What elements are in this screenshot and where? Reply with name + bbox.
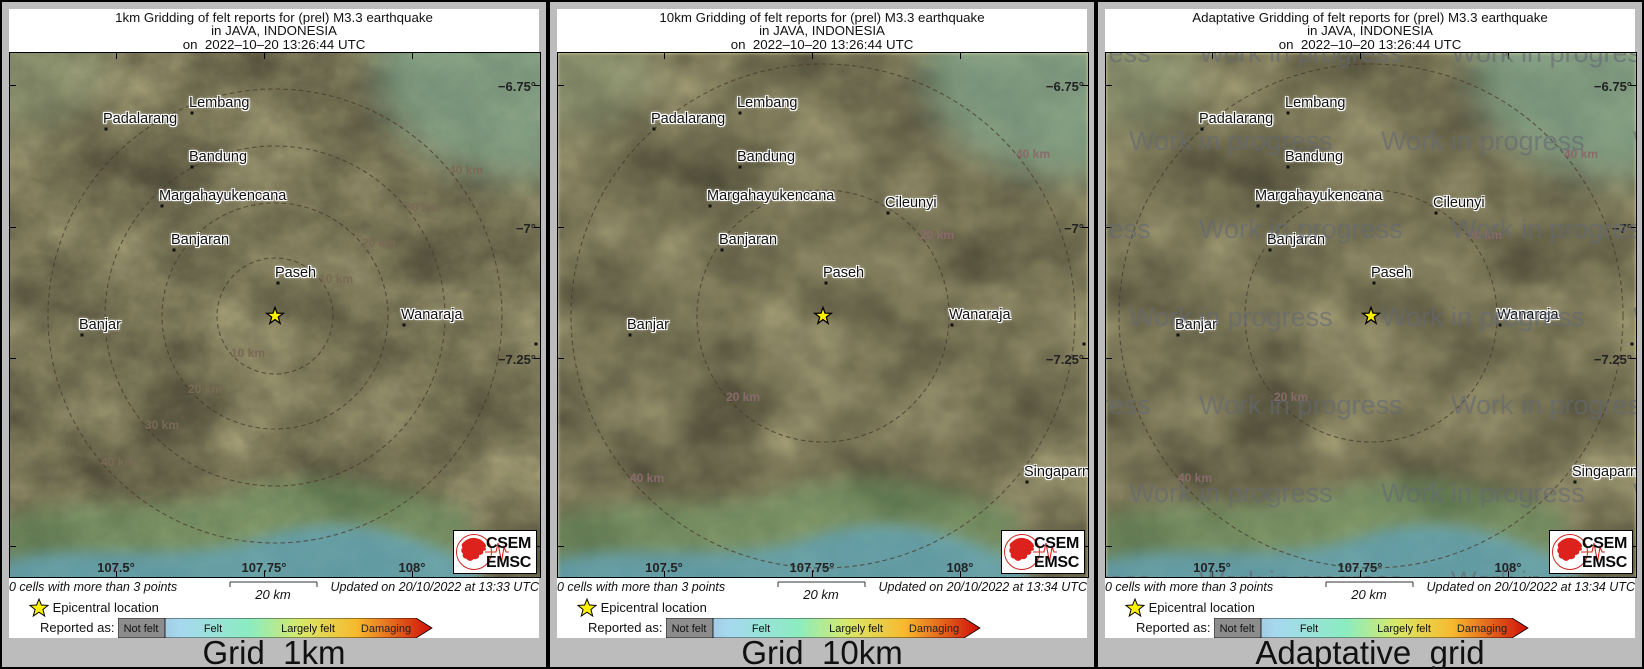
svg-text:20 km: 20 km	[1350, 587, 1387, 602]
svg-text:EMSC: EMSC	[1582, 554, 1628, 571]
svg-text:Not felt: Not felt	[124, 623, 159, 635]
svg-text:20 km: 20 km	[254, 587, 291, 602]
svg-text:CSEM: CSEM	[1582, 535, 1627, 552]
svg-text:EMSC: EMSC	[1034, 554, 1080, 571]
svg-text:Damaging: Damaging	[361, 623, 411, 635]
svg-text:20 km: 20 km	[802, 587, 839, 602]
svg-text:Not felt: Not felt	[672, 623, 707, 635]
svg-text:EMSC: EMSC	[486, 554, 532, 571]
svg-text:CSEM: CSEM	[486, 535, 531, 552]
svg-text:Damaging: Damaging	[909, 623, 959, 635]
svg-text:CSEM: CSEM	[1034, 535, 1079, 552]
svg-text:Not felt: Not felt	[1220, 623, 1255, 635]
